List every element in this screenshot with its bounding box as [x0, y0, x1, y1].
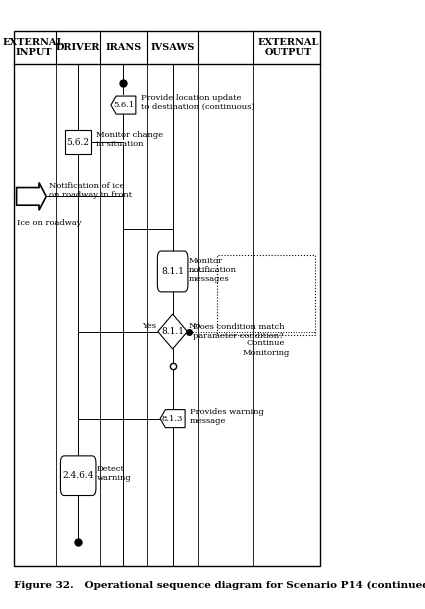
Text: 5.6.2: 5.6.2	[67, 138, 90, 147]
Text: Provide location update
to destination (continuous): Provide location update to destination (…	[141, 94, 254, 111]
Text: Ice on roadway: Ice on roadway	[17, 219, 81, 227]
Polygon shape	[158, 314, 187, 349]
Text: EXTERNAL
OUTPUT: EXTERNAL OUTPUT	[257, 38, 319, 57]
Bar	[217, 255, 315, 334]
Text: IVSAWS: IVSAWS	[150, 43, 195, 52]
FancyBboxPatch shape	[157, 251, 188, 292]
Text: 8.1.3: 8.1.3	[162, 415, 183, 423]
Polygon shape	[17, 183, 46, 210]
FancyBboxPatch shape	[60, 456, 96, 496]
Text: 2.4.6.4: 2.4.6.4	[62, 471, 94, 480]
Text: Monitor change
in situation: Monitor change in situation	[96, 131, 163, 148]
Text: 8.1.1: 8.1.1	[161, 327, 184, 336]
Text: DRIVER: DRIVER	[56, 43, 100, 52]
Bar	[65, 130, 91, 154]
Text: Continue
Monitoring: Continue Monitoring	[242, 339, 290, 356]
Text: 8.1.1: 8.1.1	[161, 267, 184, 276]
Text: Yes: Yes	[142, 322, 156, 329]
Text: Figure 32.   Operational sequence diagram for Scenario P14 (continued).: Figure 32. Operational sequence diagram …	[14, 581, 425, 590]
Text: Monitor
notification
messages: Monitor notification messages	[189, 257, 237, 283]
Text: 5.6.1: 5.6.1	[113, 101, 134, 109]
Text: Does condition match
parameter condition?: Does condition match parameter condition…	[193, 323, 285, 340]
Text: IRANS: IRANS	[105, 43, 142, 52]
Text: Provides warning
message: Provides warning message	[190, 407, 264, 425]
Text: No: No	[189, 322, 201, 329]
Polygon shape	[160, 410, 185, 428]
Text: Detect
warning: Detect warning	[97, 465, 132, 482]
Text: Notification of ice
on roadway in front: Notification of ice on roadway in front	[49, 181, 133, 199]
Bar	[14, 30, 320, 566]
Polygon shape	[111, 96, 136, 114]
Text: EXTERNAL
INPUT: EXTERNAL INPUT	[3, 38, 64, 57]
